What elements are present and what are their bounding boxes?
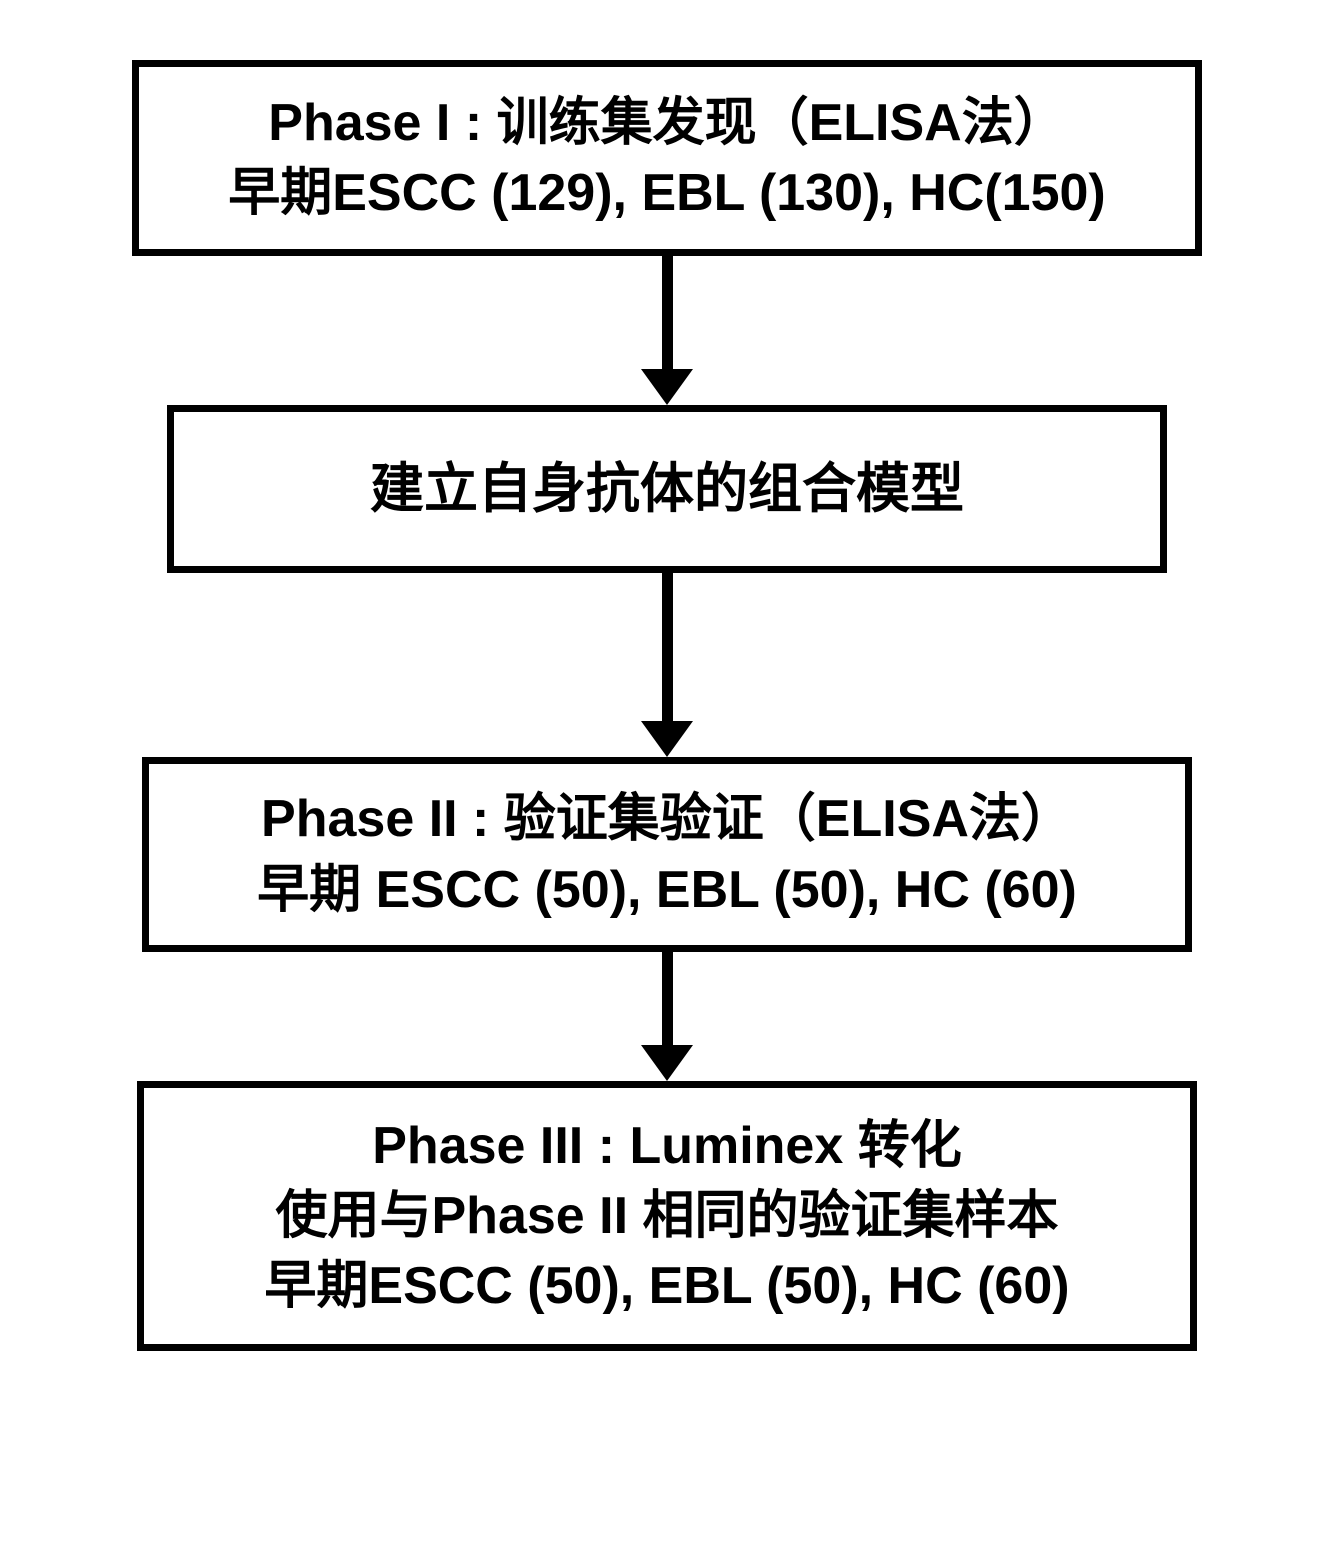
phase1-line1: Phase I : 训练集发现（ELISA法） xyxy=(139,88,1195,158)
phase1-line2: 早期ESCC (129), EBL (130), HC(150) xyxy=(139,158,1195,228)
arrow-2 xyxy=(641,573,693,757)
phase3-line2: 使用与Phase II 相同的验证集样本 xyxy=(144,1181,1190,1251)
arrow-1-shaft xyxy=(662,256,673,371)
arrow-3 xyxy=(641,952,693,1081)
phase2-line2: 早期 ESCC (50), EBL (50), HC (60) xyxy=(149,855,1185,925)
phase3-line3: 早期ESCC (50), EBL (50), HC (60) xyxy=(144,1251,1190,1321)
phase2-box: Phase II : 验证集验证（ELISA法） 早期 ESCC (50), E… xyxy=(142,757,1192,952)
model-box: 建立自身抗体的组合模型 xyxy=(167,405,1167,573)
model-line1: 建立自身抗体的组合模型 xyxy=(174,453,1160,526)
phase2-line1: Phase II : 验证集验证（ELISA法） xyxy=(149,784,1185,854)
phase3-box: Phase III : Luminex 转化 使用与Phase II 相同的验证… xyxy=(137,1081,1197,1351)
phase3-line1: Phase III : Luminex 转化 xyxy=(144,1111,1190,1181)
arrow-2-shaft xyxy=(662,573,673,723)
arrow-3-head xyxy=(641,1045,693,1081)
phase1-box: Phase I : 训练集发现（ELISA法） 早期ESCC (129), EB… xyxy=(132,60,1202,256)
arrow-1-head xyxy=(641,369,693,405)
flowchart-container: Phase I : 训练集发现（ELISA法） 早期ESCC (129), EB… xyxy=(132,60,1202,1351)
arrow-3-shaft xyxy=(662,952,673,1047)
arrow-2-head xyxy=(641,721,693,757)
arrow-1 xyxy=(641,256,693,405)
